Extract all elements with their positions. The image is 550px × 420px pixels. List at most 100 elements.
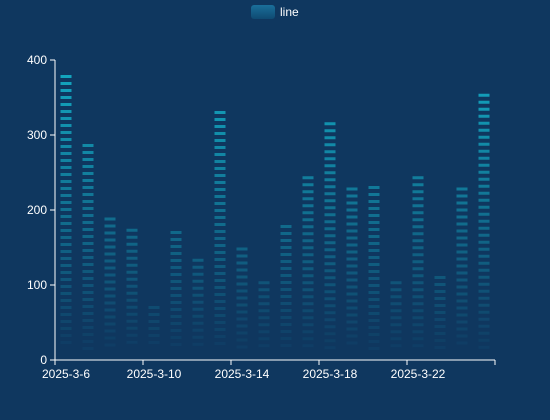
- bar-segment: [302, 337, 314, 341]
- bar[interactable]: [126, 228, 138, 344]
- bar[interactable]: [346, 187, 358, 345]
- bar-segment: [214, 188, 226, 191]
- bar-segment: [214, 244, 226, 247]
- bar[interactable]: [192, 258, 204, 346]
- bar[interactable]: [170, 231, 182, 346]
- bar-segment: [456, 278, 468, 282]
- bar[interactable]: [478, 93, 490, 349]
- bar-segment: [104, 238, 116, 242]
- bar-segment: [280, 288, 292, 291]
- bar-segment: [434, 325, 446, 328]
- bar-segment: [60, 292, 72, 295]
- bar-segment: [82, 193, 94, 196]
- bar-segment: [478, 289, 490, 293]
- bar-segment: [324, 304, 336, 308]
- bar-segment: [412, 225, 424, 229]
- bar-segment: [302, 204, 314, 208]
- bar-segment: [82, 165, 94, 168]
- bar-segment: [302, 211, 314, 215]
- bar-segment: [82, 305, 94, 308]
- bar-segment: [368, 214, 380, 217]
- bar-segment: [126, 305, 138, 309]
- bar-segment: [60, 250, 72, 253]
- bar[interactable]: [214, 111, 226, 345]
- bar-segment: [434, 318, 446, 321]
- bar-segment: [412, 309, 424, 313]
- bar[interactable]: [456, 187, 468, 345]
- bar[interactable]: [104, 217, 116, 347]
- bar-segment: [434, 332, 446, 335]
- bar[interactable]: [412, 176, 424, 348]
- bar-segment: [280, 232, 292, 235]
- bar-segment: [214, 160, 226, 163]
- bar-segment: [280, 246, 292, 249]
- bar-segment: [104, 336, 116, 340]
- bar-segment: [82, 263, 94, 266]
- bar-segment: [280, 330, 292, 333]
- bar[interactable]: [280, 225, 292, 347]
- bar-segment: [346, 264, 358, 268]
- bar-segment: [104, 301, 116, 305]
- bar-segment: [192, 335, 204, 339]
- bar-segment: [104, 322, 116, 326]
- bar-segment: [346, 187, 358, 191]
- bar-segment: [214, 293, 226, 296]
- bar-segment: [302, 267, 314, 271]
- bar-segment: [368, 186, 380, 189]
- bar-segment: [478, 100, 490, 104]
- bar-segment: [456, 208, 468, 212]
- bar-segment: [280, 281, 292, 284]
- bar[interactable]: [368, 186, 380, 350]
- bar-segment: [324, 339, 336, 343]
- bar-segment: [82, 179, 94, 182]
- bar-segment: [390, 295, 402, 299]
- bar-segment: [126, 242, 138, 246]
- bar-segment: [478, 275, 490, 279]
- bar-segment: [478, 149, 490, 153]
- bar[interactable]: [324, 122, 336, 350]
- bar-segment: [478, 198, 490, 202]
- bar-segment: [192, 265, 204, 269]
- bar-segment: [148, 341, 160, 344]
- bar[interactable]: [148, 306, 160, 344]
- bar-segment: [478, 191, 490, 195]
- bar[interactable]: [258, 281, 270, 348]
- bar-segment: [302, 309, 314, 313]
- bar-segment: [478, 345, 490, 349]
- bar-segment: [478, 114, 490, 118]
- bar-segment: [104, 266, 116, 270]
- bar-segment: [302, 232, 314, 236]
- bar[interactable]: [302, 176, 314, 348]
- bar-segment: [82, 340, 94, 343]
- bar-segment: [60, 236, 72, 239]
- bar[interactable]: [60, 75, 72, 344]
- bar-segment: [324, 283, 336, 287]
- legend[interactable]: line: [251, 5, 299, 19]
- bar-segment: [478, 331, 490, 335]
- bar-segment: [280, 274, 292, 277]
- bar-segment: [434, 346, 446, 349]
- bar[interactable]: [236, 247, 248, 349]
- bar-segment: [82, 347, 94, 350]
- bar-segment: [126, 333, 138, 337]
- bar-segment: [170, 329, 182, 332]
- bar-segment: [324, 297, 336, 301]
- bar-segment: [170, 231, 182, 234]
- bar-segment: [368, 249, 380, 252]
- bar-segment: [346, 278, 358, 282]
- bar-segment: [368, 312, 380, 315]
- bar-segment: [346, 250, 358, 254]
- bar-segment: [258, 344, 270, 348]
- bar-segment: [434, 283, 446, 286]
- bar[interactable]: [82, 144, 94, 350]
- bar-segment: [324, 136, 336, 140]
- bar[interactable]: [390, 281, 402, 348]
- bar[interactable]: [434, 276, 446, 349]
- bar-segment: [170, 294, 182, 297]
- bar-segment: [192, 258, 204, 262]
- bar-segment: [434, 311, 446, 314]
- bar-segment: [60, 82, 72, 85]
- bar-segment: [324, 178, 336, 182]
- x-tick-label: 2025-3-6: [42, 367, 90, 381]
